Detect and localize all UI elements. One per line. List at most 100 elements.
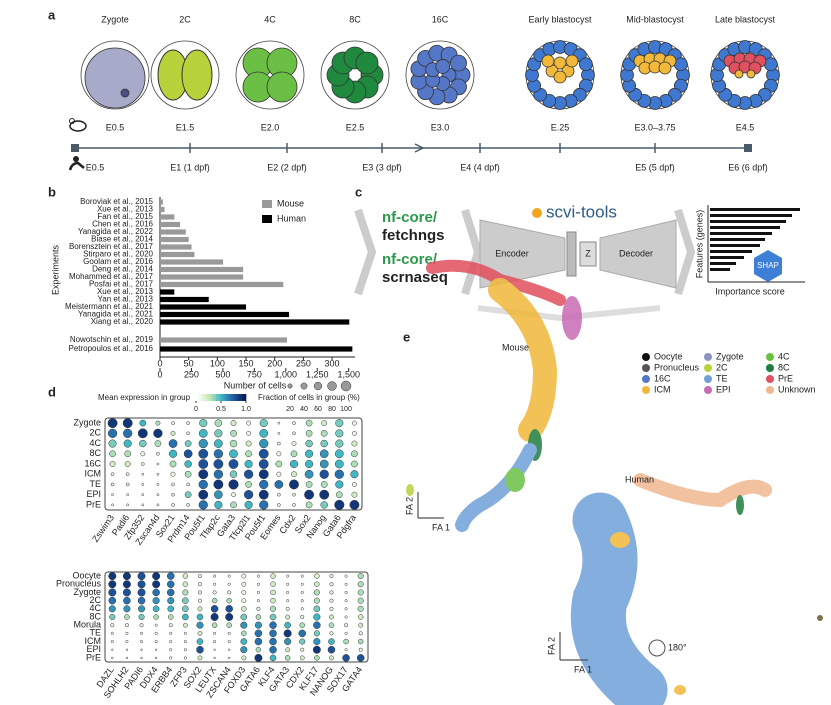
dot [227, 640, 231, 644]
dot [108, 596, 117, 605]
dot [228, 479, 239, 490]
dot [213, 449, 224, 459]
legend-swatch [766, 364, 774, 372]
cell [673, 57, 688, 72]
cell [235, 40, 305, 110]
dot [124, 450, 132, 458]
category-label: Borensztein et al., 2017 [69, 242, 154, 251]
dot [183, 640, 187, 644]
category-label: Xue et al., 2013 [97, 205, 154, 214]
category-label: Mohammed et al., 2017 [69, 272, 154, 281]
cell [450, 54, 467, 72]
legend-label: Oocyte [654, 351, 683, 361]
size-key [327, 381, 337, 391]
dot [335, 419, 344, 428]
row-label: Zygote [73, 587, 101, 597]
encoder: Encoder [495, 248, 529, 258]
mouse-time: E3.0 [431, 122, 450, 132]
dot [108, 439, 117, 448]
dot [198, 500, 208, 510]
rotation-note: 180° [668, 642, 687, 652]
dot [328, 622, 335, 628]
dot [286, 582, 290, 586]
dot [169, 631, 173, 635]
dot [137, 588, 146, 597]
dot [197, 655, 203, 661]
dot [107, 418, 118, 429]
dot [125, 631, 129, 635]
human-time: E5 (5 dpf) [635, 162, 675, 172]
legend-swatch [766, 386, 774, 394]
cell [578, 57, 593, 72]
dot [284, 638, 292, 646]
bar [160, 236, 189, 243]
dot [289, 479, 299, 490]
dot [184, 491, 192, 499]
dot [214, 490, 223, 500]
axis-label: FA 1 [574, 664, 592, 674]
legend-swatch [642, 386, 650, 394]
cell [266, 71, 298, 103]
x-tick-label: 1,500 [337, 369, 360, 379]
dot [305, 501, 313, 509]
dot [197, 598, 202, 603]
dot [305, 459, 314, 469]
dot [298, 629, 307, 638]
dot [126, 493, 130, 497]
bar [160, 346, 353, 352]
dot [320, 481, 328, 488]
bar [160, 251, 195, 258]
dot [186, 431, 190, 436]
colorbar-cell [238, 394, 242, 401]
x-tick-label: 0 [157, 358, 162, 368]
dot [141, 483, 145, 486]
dot [240, 613, 248, 621]
dot [182, 622, 188, 628]
dot [124, 623, 129, 628]
dot [169, 656, 173, 660]
dot [156, 503, 160, 507]
dot [357, 638, 364, 645]
dot [171, 421, 175, 425]
category-label: Yanagida et al., 2021 [78, 310, 154, 319]
row-label: ICM [85, 636, 102, 646]
dot [213, 656, 216, 660]
legend-label: Mouse [277, 198, 304, 208]
dot [140, 648, 143, 651]
dot [125, 482, 130, 487]
dot [358, 647, 363, 652]
dot [183, 656, 187, 660]
dot [270, 573, 276, 579]
category-label: Petropoulos et al., 2016 [68, 344, 153, 353]
dot [357, 605, 364, 612]
human-time: E2 (2 dpf) [267, 162, 307, 172]
dot [329, 606, 334, 611]
dot [243, 490, 254, 500]
dot [320, 501, 328, 509]
dot [108, 572, 117, 581]
bar [160, 304, 247, 310]
dot [166, 572, 175, 580]
dot [139, 439, 147, 448]
dot [313, 621, 321, 629]
mouse-time: E2.0 [261, 122, 280, 132]
stage-label: Late blastocyst [715, 14, 776, 24]
colorbar-cell [243, 394, 247, 401]
stage-label: Mid-blastocyst [626, 14, 684, 24]
bar [160, 337, 288, 343]
dot [357, 573, 364, 580]
dot [241, 630, 247, 637]
dot [168, 439, 178, 448]
dot [123, 439, 132, 448]
stage-label: Early blastocyst [528, 14, 592, 24]
dot [319, 459, 329, 469]
dot [300, 614, 305, 620]
dot [314, 655, 320, 661]
cell [565, 54, 579, 68]
dot [122, 418, 133, 429]
category-label: Fan et al., 2015 [97, 212, 153, 221]
dot [229, 439, 238, 448]
dot [344, 574, 348, 578]
x-axis-label: Number of cells [224, 380, 287, 390]
dot [256, 599, 260, 603]
